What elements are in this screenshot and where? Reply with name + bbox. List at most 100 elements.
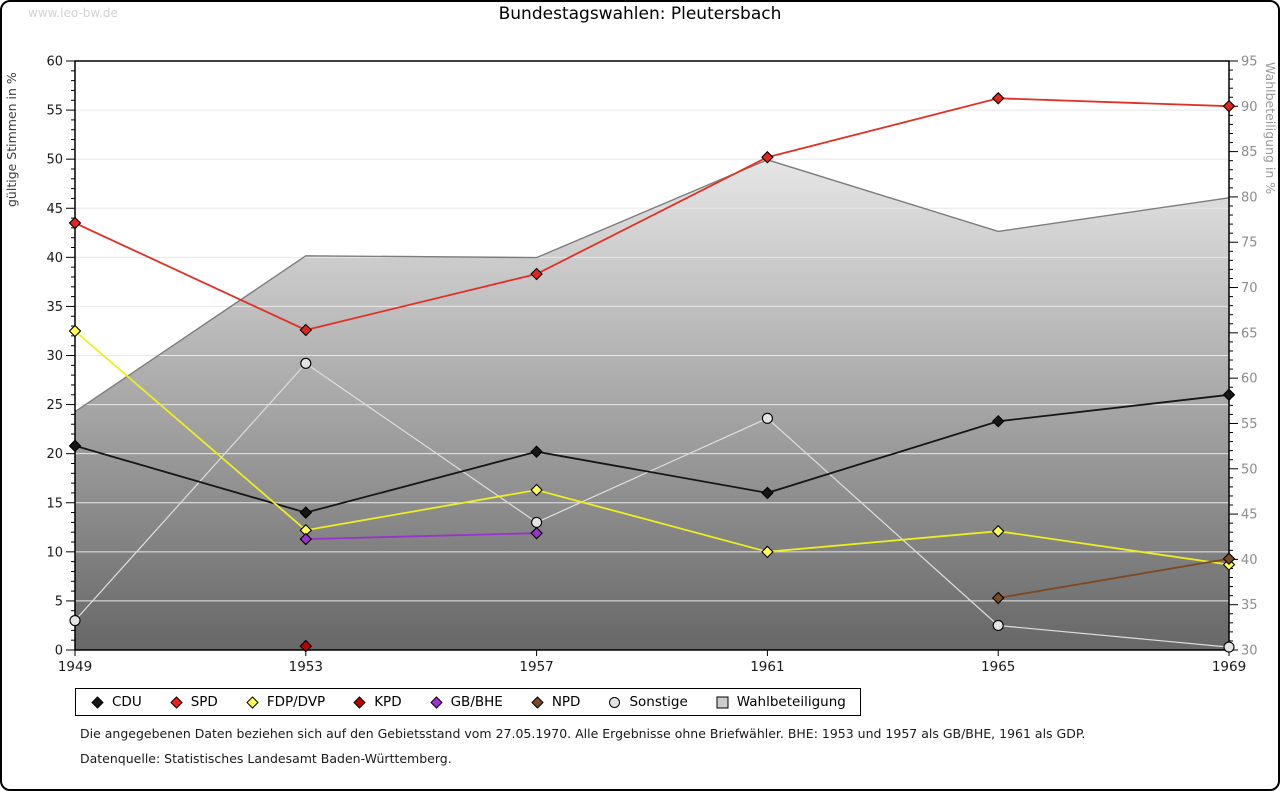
sonstige-marker: [1223, 641, 1235, 653]
svg-text:55: 55: [46, 104, 63, 119]
fdp-dvp-marker: [991, 524, 1005, 538]
svg-text:20: 20: [46, 447, 63, 462]
right-axis-title: Wahlbeteiligung in %: [1263, 62, 1278, 194]
legend-item-sonstige: Sonstige: [607, 694, 688, 710]
legend-item-npd: NPD: [530, 694, 581, 710]
svg-text:80: 80: [1241, 190, 1258, 205]
sonstige-marker: [531, 516, 543, 528]
markers-npd: [991, 552, 1236, 605]
svg-text:1961: 1961: [750, 659, 784, 675]
left-axis-title: gültige Stimmen in %: [4, 72, 19, 207]
right-axis: 30 35 40 45 50 55 60 65 70 75 80 85 90 95 Wahlbeteilig…: [1229, 55, 1278, 659]
svg-text:75: 75: [1241, 236, 1258, 251]
svg-text:15: 15: [46, 496, 63, 511]
cdu-marker: [761, 486, 774, 500]
gb-bhe-legend-marker-icon: [429, 695, 443, 709]
svg-text:1953: 1953: [289, 659, 323, 675]
svg-text:25: 25: [46, 398, 63, 413]
gridlines: [75, 109, 1229, 602]
svg-text:35: 35: [46, 300, 63, 315]
svg-text:60: 60: [46, 55, 63, 70]
markers-fdp-dvp: [68, 324, 1236, 571]
svg-text:50: 50: [46, 153, 63, 168]
legend-item-wahlbeteiligung: Wahlbeteiligung: [715, 694, 846, 710]
page-title: Bundestagswahlen: Pleutersbach: [498, 4, 782, 24]
svg-text:70: 70: [1241, 281, 1258, 296]
legend-item-kpd: KPD: [352, 694, 402, 710]
series-fdp-dvp: [74, 330, 1230, 566]
markers-kpd: [299, 639, 313, 653]
npd-marker: [991, 591, 1005, 605]
svg-text:50: 50: [1241, 462, 1258, 477]
kpd-marker: [299, 639, 313, 653]
svg-text:1957: 1957: [519, 659, 553, 675]
markers-spd: [68, 92, 1236, 337]
svg-text:60: 60: [1241, 372, 1258, 387]
legend-label: NPD: [551, 694, 581, 710]
svg-text:95: 95: [1241, 55, 1258, 70]
spd-legend-marker-icon: [169, 695, 183, 709]
series-gb-bhe: [305, 532, 537, 540]
spd-marker: [68, 216, 82, 230]
fdp-dvp-marker: [761, 545, 774, 559]
cdu-marker: [991, 414, 1005, 428]
cdu-marker: [530, 445, 543, 458]
wahlbeteiligung-line: [74, 159, 1230, 413]
fdp-dvp-marker: [68, 324, 82, 338]
svg-text:1965: 1965: [981, 659, 1015, 675]
svg-text:0: 0: [55, 644, 63, 659]
markers-sonstige: [69, 357, 1235, 653]
sonstige-marker: [761, 412, 773, 424]
legend-label: CDU: [112, 694, 142, 710]
chart-legend: CDU SPD FDP/DVP KPD GB/BHE NPD Sonstige Wahlbet…: [75, 688, 861, 716]
legend-label: Sonstige: [629, 694, 688, 710]
svg-text:40: 40: [46, 251, 63, 266]
legend-label: GB/BHE: [450, 694, 503, 710]
legend-item-gb-bhe: GB/BHE: [429, 694, 503, 710]
footnote-data-note: Die angegebenen Daten beziehen sich auf …: [80, 726, 1086, 741]
markers-cdu: [68, 388, 1236, 519]
spd-marker: [761, 150, 774, 164]
kpd-legend-marker-icon: [353, 695, 366, 709]
series-cdu: [74, 393, 1230, 514]
npd-legend-marker-icon: [531, 695, 544, 709]
legend-label: FDP/DVP: [266, 694, 326, 710]
markers-gb-bhe: [299, 526, 543, 546]
series-npd: [998, 557, 1230, 599]
fdp-dvp-marker: [530, 483, 543, 497]
watermark-logo: www.leo-bw.de: [28, 6, 118, 20]
cdu-marker: [1222, 388, 1236, 402]
spd-marker: [1222, 99, 1236, 113]
wahlbeteiligung-legend-marker-icon: [716, 696, 729, 708]
gb-bhe-marker: [299, 532, 313, 546]
svg-text:1969: 1969: [1212, 659, 1246, 675]
cdu-legend-marker-icon: [91, 695, 104, 709]
footnote-source: Datenquelle: Statistisches Landesamt Bad…: [80, 751, 452, 766]
svg-text:5: 5: [55, 594, 63, 609]
series-sonstige: [74, 362, 1230, 648]
spd-marker: [991, 92, 1005, 105]
cdu-marker: [68, 439, 82, 453]
svg-text:65: 65: [1241, 326, 1258, 341]
cdu-marker: [299, 506, 313, 519]
svg-text:35: 35: [1241, 598, 1258, 613]
left-axis: 0 5 10 15 20 25 30 35 40 45 50 55 60 gültige Stimmen …: [4, 55, 75, 659]
svg-text:40: 40: [1241, 553, 1258, 568]
svg-text:1949: 1949: [58, 659, 92, 675]
sonstige-marker: [992, 619, 1004, 632]
legend-label: KPD: [374, 694, 402, 710]
sonstige-marker: [300, 357, 312, 369]
spd-marker: [299, 323, 313, 337]
svg-text:30: 30: [46, 349, 63, 364]
legend-item-fdp-dvp: FDP/DVP: [245, 694, 325, 710]
svg-text:10: 10: [46, 545, 63, 560]
series-spd: [74, 97, 1230, 331]
legend-item-spd: SPD: [169, 694, 218, 710]
gb-bhe-marker: [530, 526, 543, 540]
svg-text:90: 90: [1241, 100, 1258, 115]
svg-text:45: 45: [46, 202, 63, 217]
x-axis: 1949 1953 1957 1961 1965 1969: [58, 650, 1246, 675]
legend-item-cdu: CDU: [90, 694, 142, 710]
svg-text:45: 45: [1241, 508, 1258, 523]
sonstige-legend-marker-icon: [609, 696, 621, 708]
